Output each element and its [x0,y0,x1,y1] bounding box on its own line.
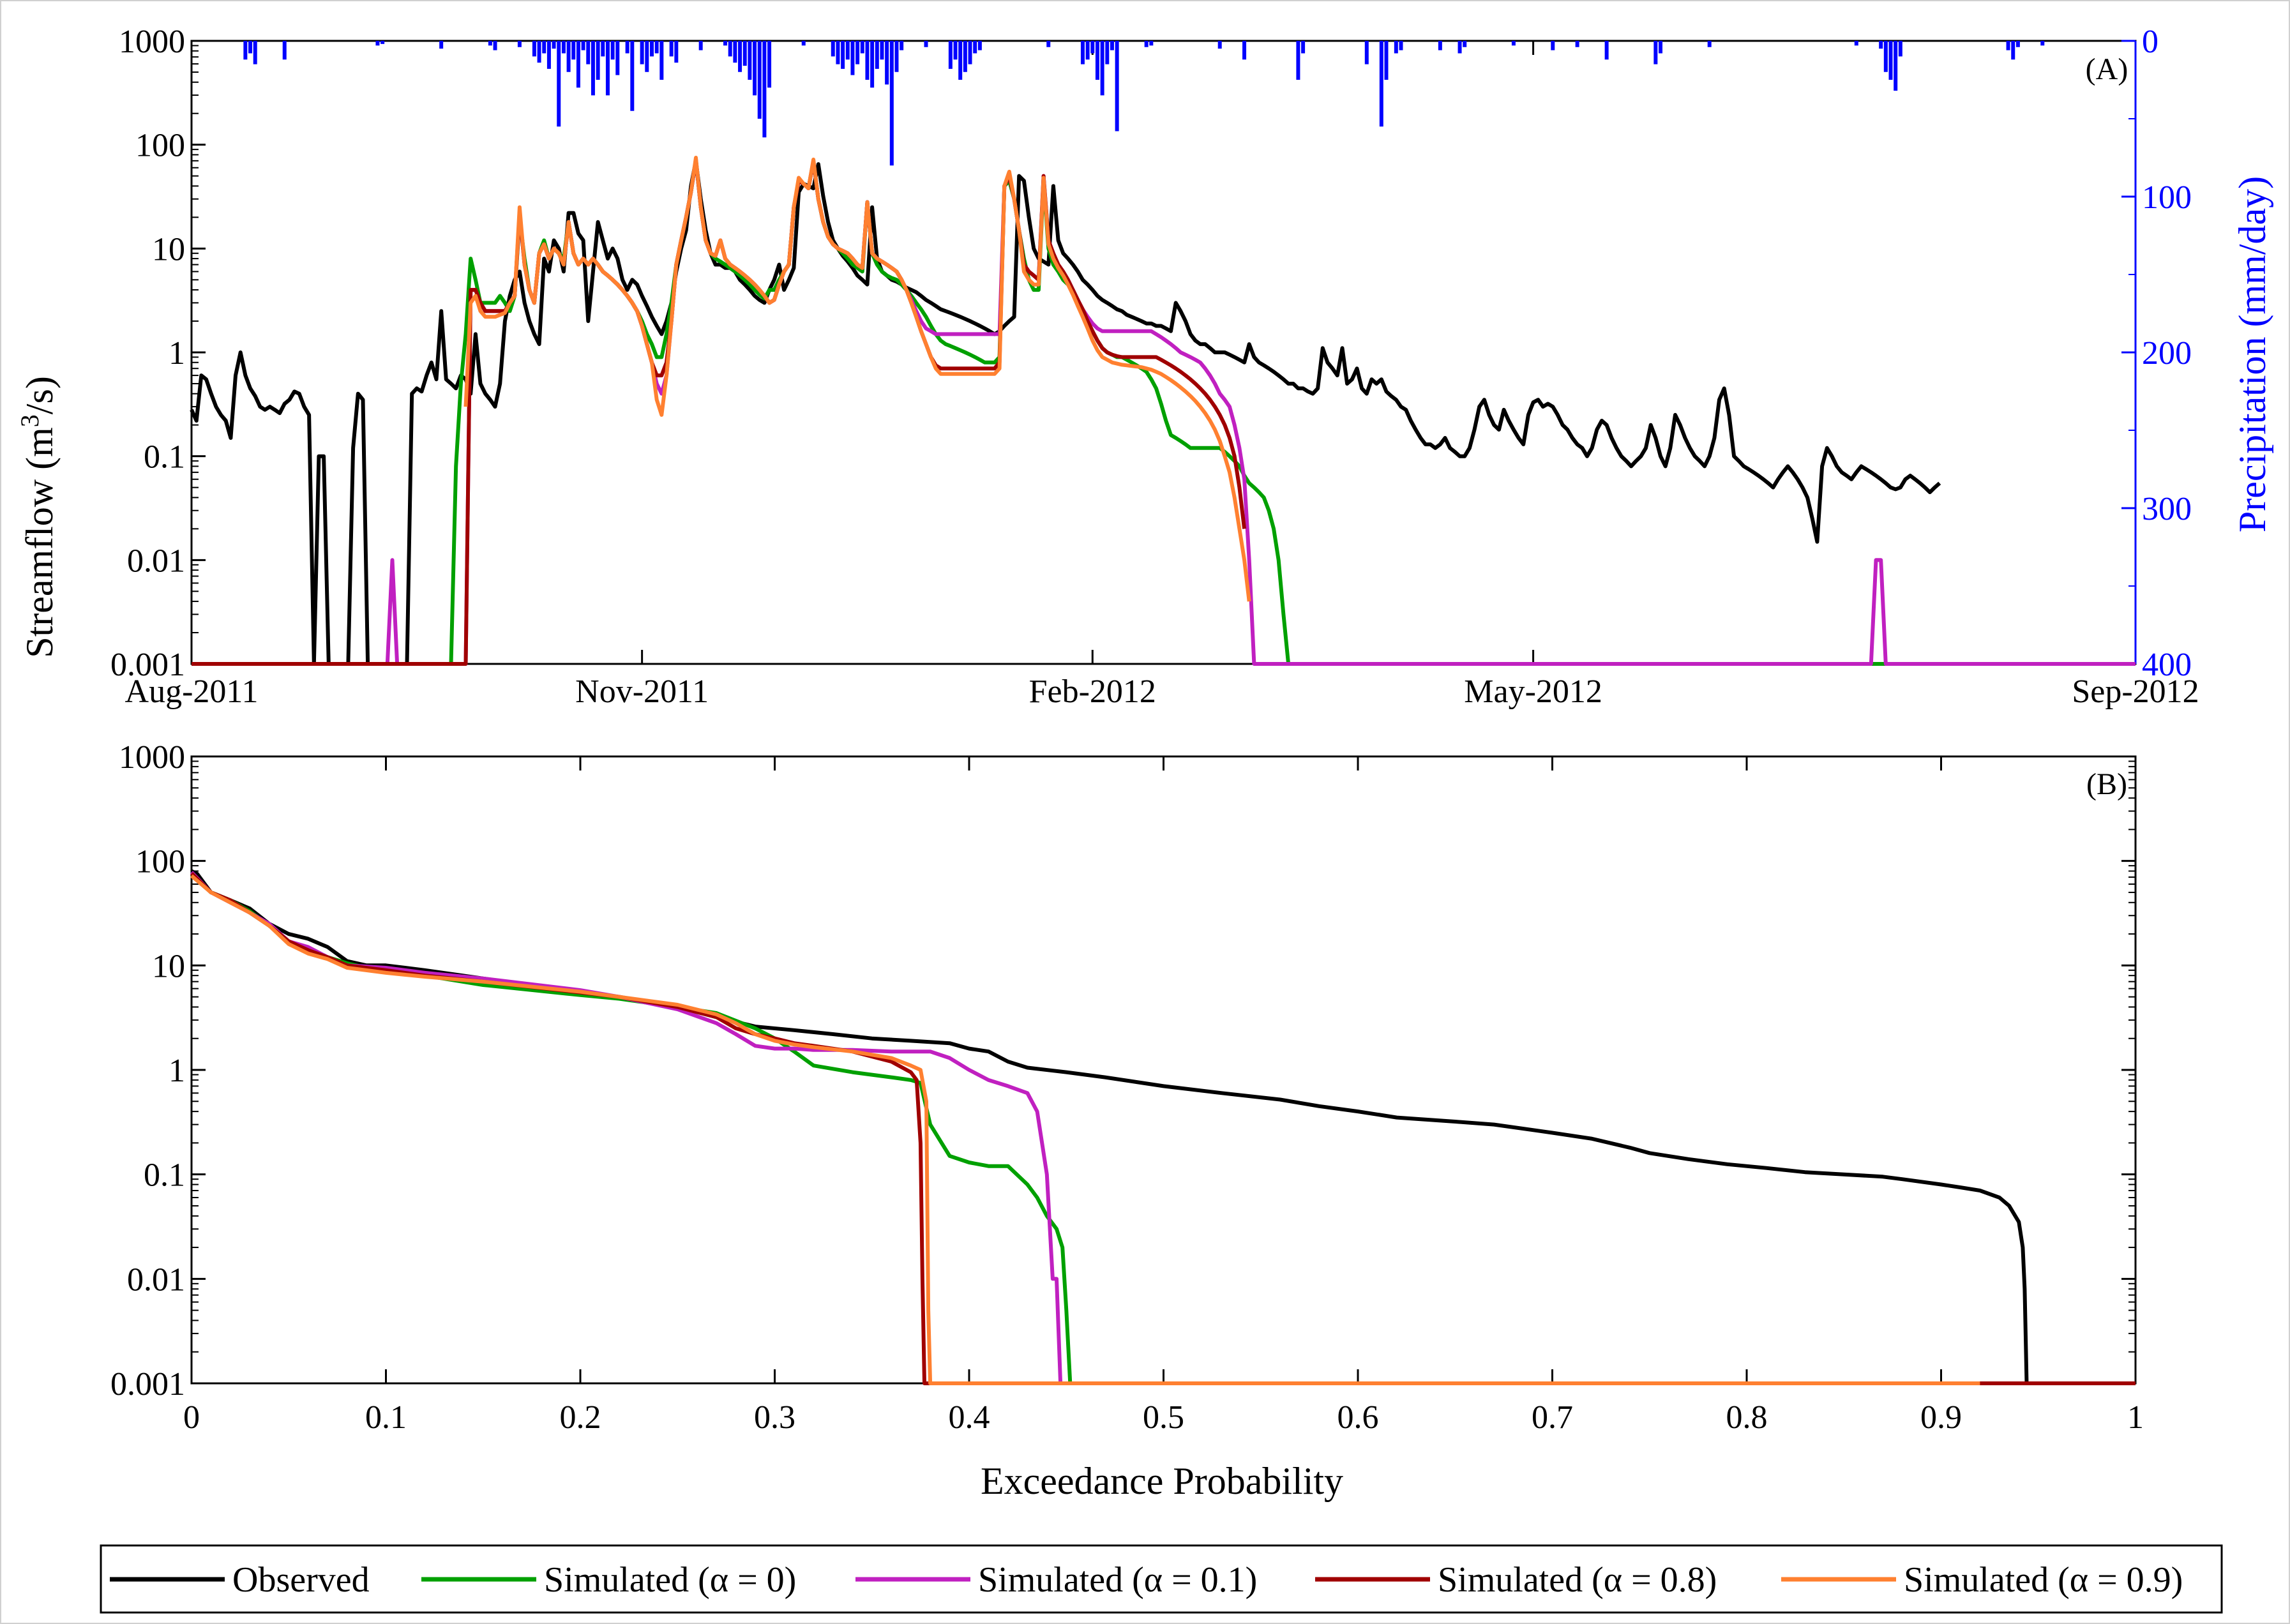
panel-b-x-tick-label: 0.4 [949,1399,990,1436]
panel-a-series-observed [190,158,1941,666]
panel-b-x-tick-label: 0.2 [560,1399,601,1436]
panel-a-x-tick-label: Nov-2011 [575,673,709,710]
panel-b-y-tick-label: 0.1 [144,1157,185,1194]
panel-a-series [190,156,2136,666]
precipitation-tick-label: 100 [2142,179,2192,216]
panel-b-y-tick-label: 10 [152,948,185,984]
panel-a-x-tick-label: Sep-2012 [2072,673,2199,710]
precipitation-tick-label: 300 [2142,491,2192,527]
panel-b-x-tick-label: 0.8 [1726,1399,1768,1436]
panel-b-series-simulated-0-9 [190,874,1980,1385]
legend: Observed Simulated (α = 0) Simulated (α = … [100,1544,2223,1614]
legend-label-simulated-0-9: Simulated (α = 0.9) [1904,1560,2183,1600]
panel-b-series [190,869,2136,1385]
panel-b-x-tick-label: 0.3 [754,1399,795,1436]
panel-a-y-tick-label: 0.01 [127,543,185,579]
panel-a-y-tick-label: 10 [152,231,185,267]
streamflow-label-sup: 3 [15,414,44,427]
streamflow-axis-label: Streamflow (m3/s) [15,376,61,658]
panel-b-y-tick-label: 0.01 [127,1261,185,1298]
panel-a-y-tick-label: 1 [169,335,185,372]
panel-b-x-tick-label: 0.9 [1920,1399,1962,1436]
legend-label-simulated-0-1: Simulated (α = 0.1) [978,1560,1257,1600]
panel-a-series-simulated-0-9 [463,156,1251,602]
panel-a-label: (A) [2086,52,2128,86]
precipitation-tick-label: 400 [2142,647,2192,683]
panel-b-x-tick-label: 0 [183,1399,200,1436]
panel-b-y-tick-label: 1 [169,1053,185,1089]
panel-b-y-tick-label: 100 [135,844,185,880]
panel-b-x-tick-label: 0.1 [365,1399,407,1436]
panel-b-x-tick-label: 0.5 [1143,1399,1184,1436]
exceedance-axis-label: Exceedance Probability [981,1460,1343,1502]
panel-b-series-simulated-0-1 [190,871,2136,1385]
panel-a-y-tick-label: 0.1 [144,439,185,476]
legend-label-simulated-0-8: Simulated (α = 0.8) [1438,1560,1717,1600]
panel-a-y-tick-label: 100 [135,128,185,164]
panel-a-x-tick-label: May-2012 [1464,673,1602,710]
legend-label-observed: Observed [232,1560,370,1600]
panel-a-x-tick-label: Aug-2011 [125,673,259,710]
streamflow-label-suffix: /s) [19,376,61,414]
panel-a-x-tick-label: Feb-2012 [1029,673,1156,710]
panel-b-label: (B) [2086,767,2127,801]
panel-a-y-tick-label: 1000 [119,24,185,60]
panel-b-x-tick-label: 0.6 [1337,1399,1379,1436]
panel-b-series-observed [190,869,2136,1385]
panel-b-x-tick-label: 0.7 [1532,1399,1573,1436]
panel-b-x-tick-label: 1 [2127,1399,2144,1436]
panel-a-y-tick-label: 0.001 [110,647,185,683]
panel-b-y-tick-label: 0.001 [110,1366,185,1402]
precipitation-axis-label: Precipitation (mm/day) [2231,176,2273,532]
legend-label-simulated-0: Simulated (α = 0) [544,1560,796,1600]
precipitation-tick-label: 200 [2142,335,2192,372]
panel-b-y-tick-label: 1000 [119,739,185,776]
precipitation-tick-label: 0 [2142,24,2158,60]
streamflow-label-prefix: Streamflow (m [19,427,61,658]
panel-a-precipitation-bars [243,41,2045,166]
